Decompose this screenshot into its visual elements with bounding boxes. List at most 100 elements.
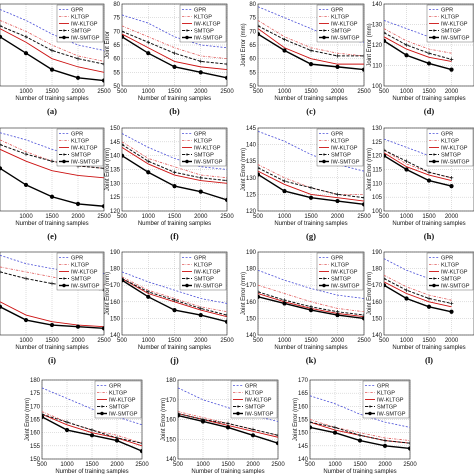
y-tick-label: 145	[110, 140, 121, 146]
y-tick-label: 150	[246, 316, 257, 322]
data-point-iw-smtgp	[49, 322, 55, 328]
series-line-gpr	[122, 14, 227, 49]
y-tick-label: 180	[30, 378, 41, 384]
legend-label-kltgp: KLTGP	[377, 391, 395, 397]
legend-marker-iw-smtgp	[322, 35, 326, 40]
data-point-iw-smtgp	[172, 64, 177, 69]
y-tick-label: 70	[249, 29, 256, 35]
x-tick-label: 2000	[331, 89, 345, 95]
data-point-iw-smtgp	[198, 312, 203, 318]
legend-label-iw-kltgp: IW-KLTGP	[109, 398, 136, 404]
y-axis-label: Joint Error (mm)	[367, 23, 373, 66]
chart-panel-b: 500 1000 1500 2000 2500 50 55 60 65 70 75 80 Number …	[105, 2, 234, 116]
legend-label-smtgp: SMTGP	[194, 153, 214, 159]
data-point-smtgp	[282, 179, 287, 183]
x-tick-label: 500	[37, 462, 48, 468]
data-point-smtgp	[50, 159, 54, 163]
x-tick-label: 1500	[422, 89, 436, 95]
legend-marker-smtgp	[432, 153, 436, 156]
legend-marker-iw-smtgp	[62, 283, 66, 288]
x-tick-label: 1500	[422, 338, 436, 344]
legend-label-gpr: GPR	[194, 8, 206, 14]
series-line-gpr	[258, 130, 364, 172]
y-tick-label: 55	[113, 70, 120, 76]
series-line-iw-kltgp	[0, 28, 104, 73]
legend-label-kltgp: KLTGP	[71, 139, 89, 145]
x-tick-label: 1500	[422, 214, 436, 220]
x-tick-label: 500	[117, 338, 128, 344]
data-point-smtgp	[258, 24, 260, 28]
data-point-iw-smtgp	[308, 308, 314, 313]
x-tick-label: 1000	[400, 214, 414, 220]
data-point-iw-smtgp	[384, 283, 387, 288]
data-point-smtgp	[282, 37, 287, 42]
data-point-smtgp	[24, 35, 28, 39]
y-tick-label: 125	[372, 140, 383, 146]
x-axis-label: Number of training samples	[392, 96, 465, 102]
data-point-smtgp	[449, 301, 454, 306]
y-tick-label: 120	[246, 209, 257, 215]
y-tick-label: 110	[372, 181, 382, 187]
x-tick-label: 2500	[220, 89, 234, 95]
legend-marker-smtgp	[368, 405, 372, 408]
x-tick-label: 2500	[357, 338, 371, 344]
x-tick-label: 1000	[400, 338, 414, 344]
data-point-smtgp	[310, 420, 312, 424]
y-tick-label: 150	[110, 126, 121, 132]
series-line-iw-kltgp	[258, 170, 364, 202]
y-tick-label: 130	[372, 23, 383, 29]
series-line-gpr	[122, 133, 227, 170]
y-axis-label: Joint Error (mm)	[241, 272, 247, 315]
x-axis-label: Number of training samples	[392, 345, 465, 351]
x-tick-label: 500	[173, 462, 184, 468]
data-point-smtgp	[335, 309, 340, 314]
data-point-iw-smtgp	[146, 294, 151, 299]
y-tick-label: 165	[30, 418, 41, 424]
y-tick-label: 170	[298, 378, 309, 384]
series-line-kltgp	[258, 20, 364, 57]
chart-panel-h: 500 1000 1500 2000 100 105 110 115 120 125 130 Numb…	[367, 126, 474, 241]
series-line-iw-smtgp	[384, 284, 452, 313]
data-point-iw-smtgp	[101, 326, 104, 331]
x-tick-label: 2500	[97, 214, 111, 220]
y-axis-label: Joint Error (mm)	[105, 272, 111, 315]
legend-label-smtgp: SMTGP	[377, 405, 397, 411]
data-point-smtgp	[198, 306, 203, 311]
x-tick-label: 1500	[304, 214, 318, 220]
data-point-iw-smtgp	[75, 201, 81, 206]
y-tick-label: 145	[298, 444, 309, 450]
legend-label-kltgp: KLTGP	[71, 263, 89, 269]
series-line-iw-kltgp	[258, 28, 364, 65]
data-point-smtgp	[146, 290, 151, 294]
data-point-smtgp	[198, 176, 203, 180]
legend-label-iw-smtgp: IW-SMTGP	[331, 284, 360, 290]
x-axis-label: Number of training samples	[138, 221, 211, 227]
series-line-kltgp	[310, 419, 410, 441]
x-tick-label: 1000	[278, 89, 292, 95]
y-tick-label: 170	[110, 283, 121, 289]
y-tick-label: 130	[246, 176, 257, 182]
legend-label-smtgp: SMTGP	[441, 277, 461, 283]
legend-label-iw-smtgp: IW-SMTGP	[71, 284, 100, 290]
legend-box	[230, 380, 278, 419]
data-point-iw-smtgp	[404, 296, 409, 301]
legend-label-iw-smtgp: IW-SMTGP	[194, 36, 223, 42]
chart-panel-n: 500 1000 1500 2000 2500 140 150 160 170 180 Number…	[161, 378, 285, 474]
chart-panel-l: 500 1000 1500 2000 140 150 160 170 180 190 Number …	[367, 250, 474, 365]
data-point-iw-smtgp	[382, 443, 388, 448]
x-tick-label: 1000	[196, 462, 210, 468]
data-point-iw-smtgp	[282, 188, 287, 194]
legend-label-smtgp: SMTGP	[441, 29, 461, 35]
legend-label-kltgp: KLTGP	[109, 391, 127, 397]
panel-caption: (k)	[306, 355, 317, 365]
y-tick-label: 150	[166, 437, 177, 443]
y-tick-label: 60	[113, 57, 120, 63]
y-tick-label: 50	[249, 84, 256, 90]
x-tick-label: 1000	[142, 89, 156, 95]
y-tick-label: 190	[372, 250, 383, 256]
plot-frame	[383, 127, 474, 212]
legend-label-smtgp: SMTGP	[71, 277, 91, 283]
